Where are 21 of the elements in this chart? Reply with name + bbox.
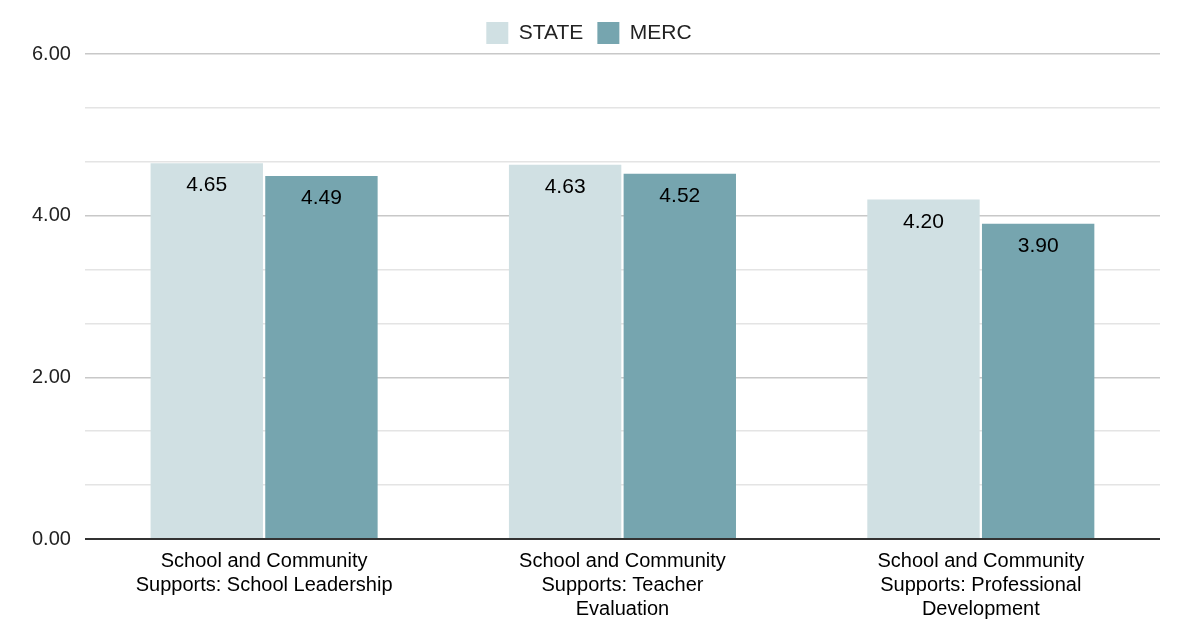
- data-label: 4.49: [301, 185, 342, 209]
- x-tick-label: School and Community Supports: Teacher Evaluation: [519, 548, 726, 619]
- bar: [150, 163, 263, 538]
- bar: [265, 176, 378, 538]
- bar: [981, 223, 1095, 538]
- data-label: 4.52: [659, 182, 701, 206]
- data-label: 4.65: [186, 172, 228, 196]
- bar: [508, 164, 622, 538]
- x-tick-label: School and Community Supports: School Leadership: [135, 548, 393, 595]
- bar: [623, 173, 736, 538]
- bar: [867, 199, 980, 538]
- x-tick-label: School and Community Supports: Professional Development: [877, 548, 1085, 619]
- y-tick-label: 6.00: [31, 41, 71, 64]
- data-label: 4.63: [544, 174, 586, 198]
- y-tick-label: 2.00: [31, 364, 71, 387]
- y-tick-label: 4.00: [31, 203, 71, 226]
- legend-label: STATE: [518, 19, 584, 43]
- data-label: 3.90: [1017, 233, 1059, 257]
- y-tick-label: 0.00: [31, 526, 71, 549]
- data-label: 4.20: [903, 208, 944, 232]
- legend-label: MERC: [629, 19, 692, 43]
